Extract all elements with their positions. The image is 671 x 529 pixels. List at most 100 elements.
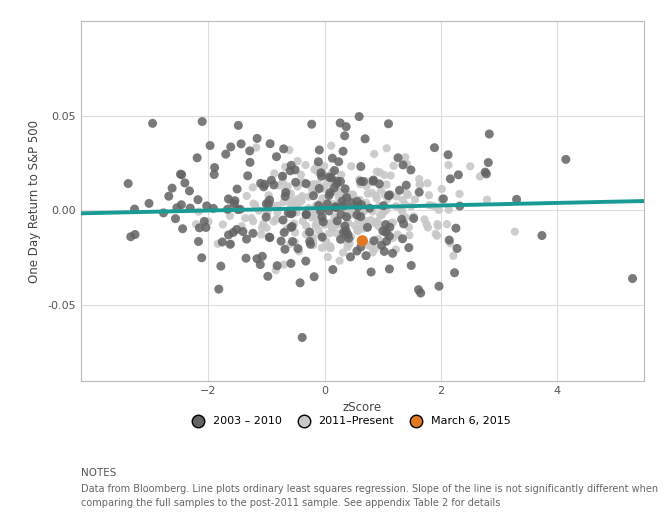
- 2011–Present: [381, 144, 392, 152]
- 2011–Present: [333, 194, 344, 202]
- 2003 – 2010: [484, 130, 495, 138]
- 2011–Present: [284, 146, 295, 154]
- 2011–Present: [282, 182, 293, 190]
- 2011–Present: [369, 150, 380, 158]
- 2011–Present: [401, 189, 412, 197]
- 2003 – 2010: [332, 217, 343, 225]
- 2011–Present: [193, 207, 204, 216]
- 2011–Present: [337, 197, 348, 205]
- 2003 – 2010: [201, 202, 212, 210]
- 2003 – 2010: [481, 170, 492, 178]
- 2003 – 2010: [260, 180, 270, 188]
- 2011–Present: [280, 186, 291, 194]
- 2003 – 2010: [345, 253, 356, 261]
- 2011–Present: [280, 163, 291, 171]
- 2011–Present: [346, 233, 356, 241]
- 2003 – 2010: [327, 154, 338, 162]
- 2011–Present: [344, 190, 354, 199]
- 2003 – 2010: [356, 162, 366, 171]
- 2011–Present: [397, 196, 408, 204]
- 2011–Present: [354, 225, 364, 234]
- 2003 – 2010: [356, 177, 366, 186]
- 2003 – 2010: [261, 213, 272, 221]
- 2003 – 2010: [483, 158, 494, 167]
- 2003 – 2010: [356, 200, 367, 209]
- 2011–Present: [385, 191, 396, 200]
- 2003 – 2010: [223, 195, 234, 203]
- 2003 – 2010: [378, 227, 389, 235]
- 2011–Present: [419, 215, 430, 224]
- 2003 – 2010: [560, 155, 571, 163]
- 2003 – 2010: [295, 279, 305, 287]
- 2003 – 2010: [147, 119, 158, 127]
- 2003 – 2010: [301, 257, 311, 266]
- 2011–Present: [356, 207, 366, 216]
- 2003 – 2010: [324, 173, 335, 181]
- 2011–Present: [262, 208, 272, 217]
- 2003 – 2010: [305, 240, 316, 249]
- 2011–Present: [301, 230, 311, 239]
- 2003 – 2010: [480, 168, 491, 176]
- March 6, 2015: [357, 236, 368, 245]
- 2011–Present: [379, 171, 390, 179]
- 2011–Present: [293, 198, 303, 206]
- 2011–Present: [367, 207, 378, 216]
- 2003 – 2010: [217, 238, 227, 246]
- 2003 – 2010: [438, 195, 449, 203]
- 2011–Present: [248, 183, 258, 191]
- 2011–Present: [319, 203, 330, 212]
- 2011–Present: [313, 168, 323, 177]
- 2011–Present: [288, 198, 299, 206]
- 2011–Present: [382, 195, 393, 203]
- 2011–Present: [297, 217, 308, 225]
- 2003 – 2010: [358, 177, 369, 186]
- 2003 – 2010: [276, 237, 287, 245]
- 2011–Present: [327, 177, 338, 186]
- 2003 – 2010: [341, 213, 352, 221]
- 2011–Present: [334, 257, 345, 265]
- 2003 – 2010: [283, 209, 294, 217]
- 2011–Present: [287, 203, 297, 212]
- 2003 – 2010: [406, 261, 417, 270]
- 2011–Present: [371, 194, 382, 203]
- 2011–Present: [292, 195, 303, 204]
- 2003 – 2010: [290, 166, 301, 174]
- 2011–Present: [325, 244, 336, 252]
- 2003 – 2010: [383, 120, 394, 128]
- 2011–Present: [370, 219, 380, 227]
- 2011–Present: [286, 189, 297, 198]
- 2011–Present: [309, 212, 320, 221]
- 2011–Present: [303, 181, 314, 189]
- 2011–Present: [341, 222, 352, 230]
- 2003 – 2010: [443, 151, 454, 159]
- 2003 – 2010: [326, 174, 337, 182]
- 2003 – 2010: [280, 192, 291, 200]
- 2011–Present: [282, 224, 293, 233]
- 2011–Present: [320, 220, 331, 228]
- 2011–Present: [347, 190, 358, 199]
- 2011–Present: [391, 192, 402, 200]
- 2011–Present: [364, 241, 375, 250]
- 2011–Present: [448, 252, 459, 260]
- 2003 – 2010: [341, 122, 352, 131]
- 2011–Present: [423, 191, 434, 199]
- 2011–Present: [269, 169, 280, 178]
- 2011–Present: [381, 180, 392, 189]
- 2011–Present: [344, 211, 354, 219]
- 2011–Present: [354, 196, 365, 204]
- 2003 – 2010: [262, 272, 273, 280]
- 2011–Present: [343, 190, 354, 199]
- 2003 – 2010: [235, 205, 246, 214]
- 2011–Present: [391, 245, 401, 254]
- 2003 – 2010: [268, 181, 279, 189]
- 2011–Present: [309, 185, 320, 193]
- 2003 – 2010: [368, 236, 379, 245]
- 2003 – 2010: [352, 197, 362, 206]
- 2011–Present: [436, 185, 447, 193]
- 2003 – 2010: [399, 220, 409, 228]
- 2003 – 2010: [236, 140, 246, 148]
- 2003 – 2010: [384, 223, 395, 232]
- 2003 – 2010: [248, 229, 258, 238]
- 2003 – 2010: [429, 143, 440, 152]
- 2003 – 2010: [264, 233, 275, 242]
